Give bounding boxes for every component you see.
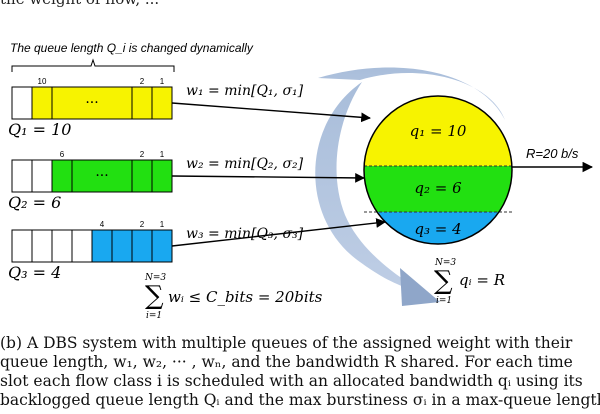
- queue-1: ··· 10 2 1 Q₁ = 10 w₁ = min[Q₁, σ₁]: [8, 77, 371, 139]
- slot-label: 2: [140, 220, 145, 229]
- caption-line-2: queue length, w₁, w₂, ··· , wₙ, and the …: [0, 353, 573, 371]
- slot-label: 4: [100, 220, 105, 229]
- caption-line-3: slot each flow class i is scheduled with…: [0, 372, 583, 390]
- server-label-q3: q₃ = 4: [414, 220, 461, 238]
- weight-formula: w₃ = min[Q₃, σ₃]: [186, 226, 304, 242]
- queue-ellipsis: ···: [85, 95, 98, 111]
- queue-label: Q₂ = 6: [8, 193, 61, 212]
- server-label-q2: q₂ = 6: [414, 179, 462, 197]
- svg-text:∑: ∑: [434, 266, 453, 296]
- queue-ellipsis: ···: [95, 168, 108, 184]
- slot-label: 1: [160, 77, 165, 86]
- svg-text:N=3: N=3: [434, 258, 456, 268]
- slot-label: 2: [140, 150, 145, 159]
- svg-text:wᵢ ≤ C_bits = 20bits: wᵢ ≤ C_bits = 20bits: [168, 288, 323, 306]
- slot-label: 10: [38, 77, 47, 86]
- svg-text:qᵢ = R: qᵢ = R: [459, 271, 505, 289]
- queue-label: Q₃ = 4: [8, 263, 61, 282]
- sum-left: N=3 ∑ i=1 wᵢ ≤ C_bits = 20bits: [144, 273, 323, 321]
- slot-label: 6: [60, 150, 65, 159]
- server-segment-2: [364, 166, 512, 212]
- header-note: The queue length Q_i is changed dynamica…: [10, 41, 254, 55]
- weight-formula: w₂ = min[Q₂, σ₂]: [186, 156, 304, 172]
- svg-text:i=1: i=1: [436, 296, 452, 306]
- slot-label: 2: [140, 77, 145, 86]
- curved-arrow-body: [318, 67, 505, 120]
- server-label-q1: q₁ = 10: [410, 122, 467, 140]
- slot-label: 1: [160, 150, 165, 159]
- server-circle: [363, 95, 513, 245]
- top-text: the weight of flow, ...: [0, 0, 600, 8]
- queue-arrow: [171, 102, 371, 123]
- weight-formula: w₁ = min[Q₁, σ₁]: [186, 83, 304, 99]
- svg-text:i=1: i=1: [146, 311, 162, 321]
- queue-arrow: [171, 173, 365, 183]
- sum-right: N=3 ∑ i=1 qᵢ = R: [434, 258, 505, 306]
- curved-arrow-left: [315, 82, 420, 290]
- queue-2: ··· 6 2 1 Q₂ = 6 w₂ = min[Q₂, σ₂]: [8, 150, 365, 212]
- caption-line-4: backlogged queue length Qᵢ and the max b…: [0, 391, 600, 409]
- queue-arrow: [171, 218, 386, 247]
- figure-caption: (b) A DBS system with multiple queues of…: [0, 334, 600, 410]
- brace: [11, 58, 175, 72]
- output-rate: R=20 b/s: [526, 146, 579, 161]
- curved-arrow-head: [400, 268, 440, 306]
- svg-text:∑: ∑: [145, 281, 164, 311]
- slot-label: 1: [160, 220, 165, 229]
- queue-label: Q₁ = 10: [8, 120, 71, 139]
- queue-3: 4 2 1 Q₃ = 4 w₃ = min[Q₃, σ₃]: [8, 218, 386, 282]
- svg-text:N=3: N=3: [144, 273, 166, 283]
- caption-line-1: (b) A DBS system with multiple queues of…: [0, 334, 573, 352]
